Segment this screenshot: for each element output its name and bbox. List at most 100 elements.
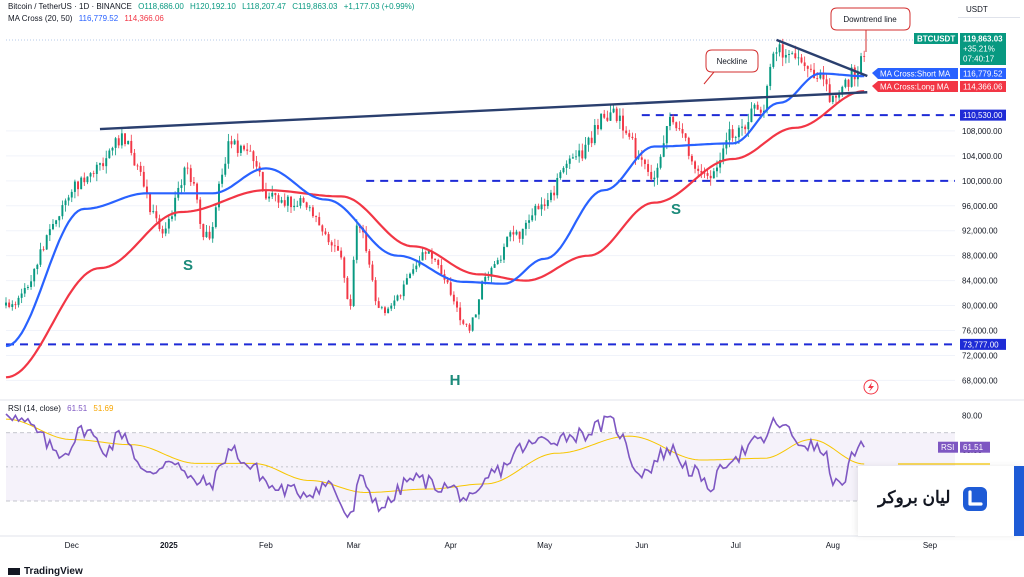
- candle-body: [559, 172, 562, 178]
- ma-indicator-label[interactable]: MA Cross (20, 50): [8, 14, 73, 23]
- candle-body: [117, 138, 120, 146]
- candle-body: [622, 115, 624, 131]
- candle-body: [98, 163, 101, 165]
- candle-body: [124, 133, 126, 145]
- candle-body: [224, 163, 227, 175]
- rsi-line: [5, 413, 865, 519]
- candle-body: [440, 264, 443, 275]
- candle-body: [33, 269, 36, 282]
- candle-body: [509, 232, 512, 237]
- neckline-callout-text: Neckline: [717, 57, 748, 66]
- candle-body: [496, 260, 499, 265]
- candle-body: [521, 228, 524, 239]
- price-tick-label-6: 84,000.00: [962, 277, 998, 286]
- candle-body: [161, 229, 164, 234]
- candle-body: [239, 145, 242, 153]
- moving-averages: [5, 72, 865, 379]
- price-tick-label-8: 76,000.00: [962, 327, 998, 336]
- candle-body: [387, 308, 390, 314]
- last-price-badge-bg: [960, 33, 1006, 65]
- candle-body: [700, 170, 703, 173]
- candle-body: [606, 117, 609, 121]
- candle-body: [571, 157, 574, 159]
- candle-body: [600, 113, 603, 130]
- short-ma-label-bg: [872, 68, 958, 79]
- candle-body: [747, 122, 750, 130]
- candle-body: [111, 147, 114, 151]
- low-value: L118,207.47: [242, 2, 286, 11]
- candle-body: [311, 207, 314, 217]
- rsi-indicator-label[interactable]: RSI (14, close): [8, 404, 61, 413]
- candle-body: [208, 231, 211, 239]
- candle-body: [556, 177, 559, 196]
- candle-body: [459, 307, 462, 321]
- candle-body: [715, 167, 718, 172]
- candle-body: [737, 127, 740, 138]
- candle-body: [246, 149, 249, 151]
- candle-body: [860, 56, 863, 73]
- candle-body: [719, 159, 722, 168]
- candle-body: [405, 278, 408, 285]
- candle-body: [744, 126, 747, 130]
- candle-body: [337, 245, 339, 251]
- candle-body: [340, 250, 343, 258]
- candle-body: [318, 217, 321, 226]
- candle-body: [308, 207, 311, 209]
- candle-body: [659, 156, 662, 168]
- candle-body: [424, 252, 427, 254]
- candle-body: [155, 211, 158, 219]
- candle-body: [189, 168, 192, 183]
- candle-body: [534, 205, 537, 216]
- broker-name: لیان بروکر: [878, 488, 951, 507]
- time-axis: Dec 2025 Feb Mar Apr May Jun Jul Aug Sep: [0, 535, 955, 550]
- candle-body: [481, 281, 484, 300]
- candle-body: [813, 69, 816, 79]
- candle-body: [753, 104, 756, 109]
- candle-body: [139, 165, 142, 172]
- candle-body: [546, 200, 549, 207]
- candle-body: [775, 52, 778, 54]
- candle-body: [171, 216, 173, 219]
- symbol-title[interactable]: Bitcoin / TetherUS · 1D · BINANCE: [8, 2, 132, 11]
- candle-body: [315, 216, 318, 218]
- candle-body: [562, 167, 565, 173]
- candle-body: [769, 66, 772, 86]
- candle-body: [690, 155, 693, 162]
- price-tick-label-5: 88,000.00: [962, 252, 998, 261]
- candle-body: [52, 224, 54, 230]
- long-ma-value-bg: [960, 81, 1006, 92]
- candle-body: [142, 171, 145, 187]
- currency-label[interactable]: USDT: [958, 2, 1020, 18]
- candle-body: [669, 116, 671, 127]
- candle-body: [199, 199, 202, 224]
- short-ma-line: [5, 72, 865, 348]
- tradingview-logo[interactable]: TradingView: [8, 566, 83, 577]
- candles: [5, 38, 866, 334]
- downtrend-callout-box: [830, 7, 911, 31]
- left-shoulder-label: S: [183, 257, 193, 274]
- candle-body: [612, 108, 615, 113]
- candle-body: [731, 129, 734, 138]
- candle-body: [202, 223, 205, 238]
- rsi-pane: [5, 413, 990, 519]
- candle-body: [568, 158, 571, 164]
- candle-body: [781, 44, 784, 58]
- candle-body: [152, 211, 155, 213]
- candle-body: [261, 172, 264, 190]
- candle-body: [67, 197, 70, 201]
- candle-body: [26, 286, 29, 288]
- high-value: H120,192.10: [190, 2, 236, 11]
- candle-body: [477, 299, 480, 315]
- candle-body: [553, 192, 556, 196]
- candle-body: [835, 95, 837, 98]
- candle-body: [756, 104, 759, 110]
- candle-body: [64, 200, 67, 206]
- candle-body: [120, 133, 123, 146]
- candle-body: [302, 198, 305, 203]
- candle-body: [694, 161, 697, 169]
- candle-body: [402, 284, 405, 297]
- ma-short-value: 116,779.52: [78, 14, 119, 23]
- candle-body: [468, 324, 471, 331]
